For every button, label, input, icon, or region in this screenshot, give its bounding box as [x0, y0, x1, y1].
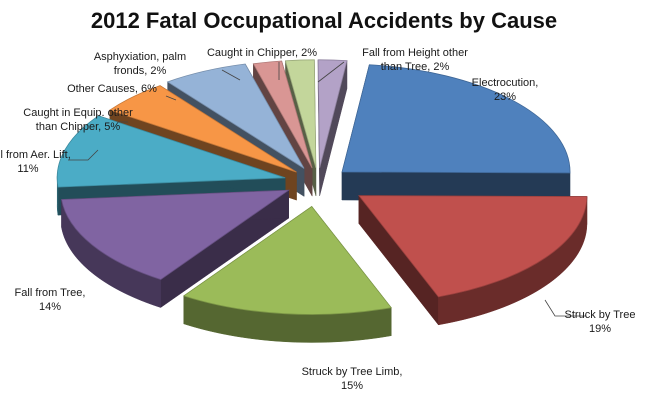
data-label-line: 11%: [17, 163, 38, 175]
data-label-8: Asphyxiation, palm fronds, 2%: [94, 51, 186, 77]
data-label-line: than Chipper, 5%: [36, 121, 121, 133]
data-label-line: Asphyxiation, palm: [94, 51, 186, 63]
slice-top: [358, 195, 588, 298]
data-label-7: Other Causes, 6%: [67, 83, 157, 95]
data-label-line: Caught in Equip. other: [23, 107, 133, 119]
data-label-4: Fall from Tree, 14%: [15, 287, 86, 313]
data-label-line: 19%: [589, 323, 611, 335]
pie-slice-10: [317, 59, 348, 196]
slice-top: [166, 63, 305, 169]
data-label-line: Other Causes, 6%: [67, 83, 157, 95]
data-label-3: Struck by Tree Limb, 15%: [302, 366, 403, 392]
data-label-line: Fall from Height other: [362, 47, 468, 59]
data-label-line: than Tree, 2%: [381, 61, 450, 73]
slice-top: [108, 85, 297, 173]
leader-line-10: [317, 61, 345, 83]
slice-top: [61, 189, 291, 280]
data-label-line: Electrocution,: [472, 77, 539, 89]
pie-slice-2: [358, 194, 588, 326]
slice-top: [252, 60, 313, 169]
data-label-line: 15%: [341, 380, 363, 392]
data-label-line: Caught in Chipper, 2%: [207, 47, 317, 59]
data-label-line: Struck by Tree: [565, 309, 636, 321]
leader-line-5: [68, 149, 99, 161]
data-label-line: fronds, 2%: [114, 65, 167, 77]
leader-line-2: [544, 299, 586, 317]
slice-top: [341, 64, 571, 174]
data-label-10: Fall from Height other than Tree, 2%: [362, 47, 468, 73]
slice-top: [182, 205, 392, 315]
data-label-line: Fall from Aer. Lift,: [0, 149, 71, 161]
pie-slice-3: [182, 205, 392, 343]
pie-slice-4: [61, 189, 291, 309]
chart-title: 2012 Fatal Occupational Accidents by Cau…: [90, 8, 558, 33]
data-label-6: Caught in Equip. other than Chipper, 5%: [23, 107, 133, 133]
slice-top: [284, 59, 317, 168]
slice-top: [317, 59, 348, 168]
data-label-line: Struck by Tree Limb,: [302, 366, 403, 378]
leader-line-8: [221, 69, 241, 81]
data-label-5: Fall from Aer. Lift, 11%: [0, 149, 71, 175]
data-label-1: Electrocution, 23%: [472, 77, 539, 103]
leader-line-7: [165, 95, 177, 101]
slice-top: [56, 115, 286, 188]
data-label-line: 14%: [39, 301, 61, 313]
data-label-line: Fall from Tree,: [15, 287, 86, 299]
data-label-9: Caught in Chipper, 2%: [207, 47, 317, 59]
data-label-line: 23%: [494, 91, 516, 103]
data-label-2: Struck by Tree 19%: [565, 309, 636, 335]
